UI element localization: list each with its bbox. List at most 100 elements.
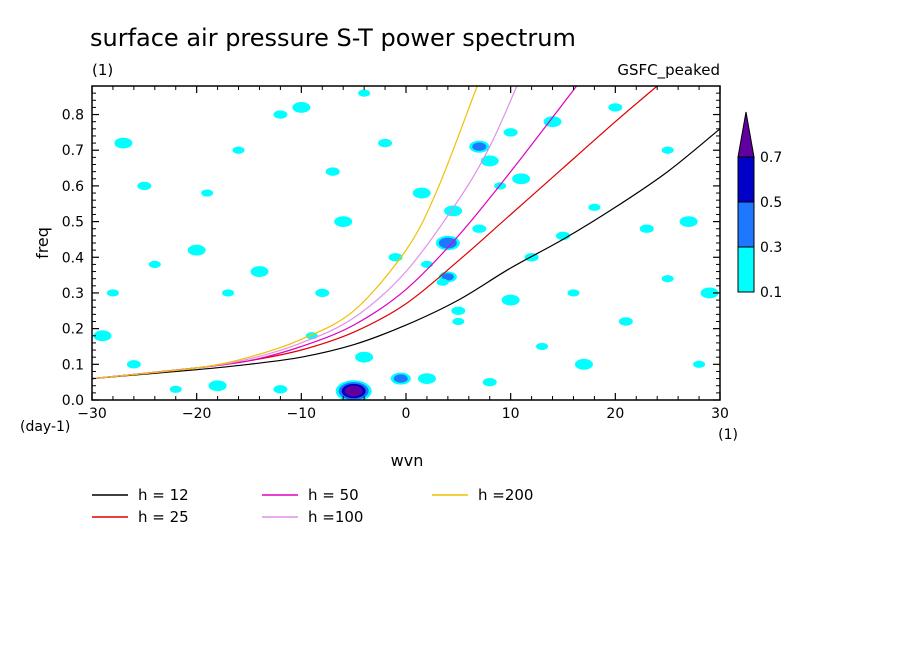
colorbar-swatch <box>737 246 755 293</box>
filled-contour-regions <box>93 89 719 400</box>
contour-blob <box>567 289 580 297</box>
contour-blob <box>451 306 466 315</box>
contour-blob <box>344 385 363 397</box>
contour-blob <box>222 289 235 297</box>
contour-blob <box>436 278 449 286</box>
contour-blob <box>472 142 487 151</box>
x-tick-label: 0 <box>402 406 411 422</box>
contour-blob <box>378 138 393 148</box>
legend-label-50: h = 50 <box>308 486 359 504</box>
y-tick-label: 0.3 <box>62 286 84 302</box>
dispersion-curves <box>91 85 721 380</box>
x-tick-label: 10 <box>502 406 520 422</box>
y-tick-label: 0.0 <box>62 393 84 409</box>
colorbar-swatch <box>737 201 755 248</box>
contour-blob <box>420 260 433 269</box>
contour-blob <box>501 294 520 306</box>
contour-blob <box>250 266 269 277</box>
contour-blob <box>355 351 374 363</box>
contour-blob <box>543 116 562 128</box>
chart-subtitle-left: (1) <box>92 61 113 79</box>
contour-blob <box>93 330 112 342</box>
colorbar-label: 0.5 <box>760 195 782 211</box>
y-tick-label: 0.7 <box>62 143 84 159</box>
contour-blob <box>693 360 706 368</box>
contour-blob <box>480 155 499 167</box>
contour-blob <box>315 288 330 298</box>
curve-100 <box>91 85 518 380</box>
chart-title: surface air pressure S-T power spectrum <box>90 24 576 52</box>
contour-blob <box>574 358 593 370</box>
contour-blob <box>661 146 674 154</box>
contour-blob <box>106 289 119 297</box>
x-axis-label: wvn <box>391 451 424 470</box>
legend-label-12: h = 12 <box>138 486 189 504</box>
plot-frame <box>91 85 721 401</box>
contour-blob <box>512 173 531 185</box>
contour-blob <box>482 377 497 387</box>
contour-blob <box>273 110 288 119</box>
legend: h = 12 h = 25 h = 50 h =100 h =200 <box>92 486 533 526</box>
contour-blob <box>114 137 133 149</box>
contour-blob <box>618 317 633 326</box>
x-tick-label: 30 <box>711 406 729 422</box>
contour-blob <box>441 273 454 281</box>
contour-blob <box>169 385 182 393</box>
x-axis-ticks: −30 −20 −10 0 10 20 30 <box>77 86 729 422</box>
contour-blob <box>588 203 601 211</box>
contour-blob <box>452 317 465 326</box>
contour-blob <box>438 237 457 249</box>
y-axis-label: freq <box>33 227 52 259</box>
contour-blob <box>700 287 719 299</box>
contour-blob <box>325 167 340 176</box>
contour-blob <box>494 182 507 190</box>
x-tick-label: 20 <box>606 406 624 422</box>
contour-blob <box>273 385 288 394</box>
legend-label-200: h =200 <box>478 486 533 504</box>
contour-blob <box>187 244 206 256</box>
y-axis-unit: (day-1) <box>20 419 70 435</box>
curve-50 <box>91 85 578 380</box>
contour-blob <box>417 373 436 384</box>
y-tick-label: 0.2 <box>62 322 84 338</box>
curve-25 <box>91 85 658 380</box>
x-tick-label: −20 <box>182 406 212 422</box>
colorbar-arrow <box>737 111 755 158</box>
contour-blob <box>126 360 141 369</box>
contour-blob <box>292 102 311 113</box>
colorbar-swatch <box>737 156 755 203</box>
curve-200 <box>91 85 478 380</box>
y-tick-label: 0.8 <box>62 108 84 124</box>
contour-blob <box>472 224 487 233</box>
y-tick-label: 0.1 <box>62 357 84 373</box>
contour-blob <box>232 146 245 154</box>
contour-blob <box>608 103 623 112</box>
contour-blob <box>334 216 353 227</box>
contour-blob <box>503 128 518 137</box>
x-tick-label: −30 <box>77 406 107 422</box>
contour-blob <box>201 189 214 197</box>
colorbar-label: 0.7 <box>760 150 782 166</box>
colorbar: 0.1 0.3 0.5 0.7 <box>737 111 782 301</box>
contour-blob <box>358 89 371 97</box>
contour-blob <box>137 181 152 191</box>
colorbar-label: 0.3 <box>760 240 782 256</box>
y-tick-label: 0.6 <box>62 179 84 195</box>
contour-blob <box>393 374 408 383</box>
legend-label-100: h =100 <box>308 508 363 526</box>
contour-blob <box>661 275 674 283</box>
curve-12 <box>91 128 721 380</box>
x-tick-label: −10 <box>287 406 317 422</box>
contour-blob <box>148 260 161 269</box>
colorbar-label: 0.1 <box>760 285 782 301</box>
contour-blob <box>208 380 227 392</box>
y-axis-ticks: 0.0 0.1 0.2 0.3 0.4 0.5 0.6 0.7 0.8 <box>62 85 720 409</box>
contour-blob <box>412 187 431 199</box>
contour-blob <box>679 216 698 227</box>
x-axis-unit: (1) <box>718 427 738 443</box>
y-tick-label: 0.5 <box>62 215 84 231</box>
contour-blob <box>536 342 549 351</box>
y-tick-label: 0.4 <box>62 250 84 266</box>
contour-blob <box>639 224 654 233</box>
